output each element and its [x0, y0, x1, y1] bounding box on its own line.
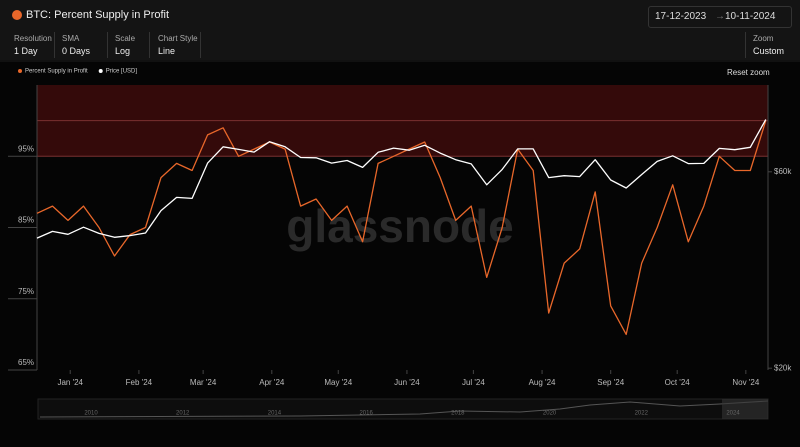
x-tick-label: Jun '24: [394, 378, 420, 387]
x-tick-label: May '24: [324, 378, 352, 387]
control-label: Resolution: [14, 34, 52, 43]
x-tick-label: Nov '24: [732, 378, 759, 387]
zoom-control[interactable]: Zoom Custom: [753, 34, 784, 56]
control[interactable]: SMA 0 Days: [62, 34, 90, 56]
y-tick-label: 85%: [18, 216, 34, 225]
separator: [54, 32, 55, 58]
control-value[interactable]: Log: [115, 46, 131, 56]
control-value[interactable]: 0 Days: [62, 46, 91, 56]
y-tick-label: 95%: [18, 144, 34, 153]
navigator-label: 2020: [543, 411, 557, 417]
control-label: Chart Style: [158, 34, 198, 43]
control[interactable]: Scale Log: [115, 34, 135, 56]
y-tick-label: 65%: [18, 358, 34, 367]
series-line: [36, 120, 767, 336]
control-value[interactable]: 1 Day: [14, 46, 38, 56]
separator: [149, 32, 150, 58]
control-value[interactable]: Line: [158, 46, 176, 56]
y2-tick-label: $20k: [774, 363, 792, 372]
navigator-label: 2012: [176, 411, 190, 417]
legend-swatch: [18, 69, 22, 73]
x-tick-label: Sep '24: [597, 378, 624, 387]
x-tick-label: Jul '24: [462, 378, 485, 387]
x-tick-label: Jan '24: [57, 378, 83, 387]
title: BTC: Percent Supply in Profit: [26, 9, 170, 21]
control[interactable]: Chart Style Line: [158, 34, 198, 56]
x-tick-label: Aug '24: [529, 378, 556, 387]
navigator[interactable]: [37, 398, 769, 420]
date-range[interactable]: 17-12-2023 → 10-11-2024: [648, 6, 792, 28]
legend-label: Price [USD]: [106, 69, 138, 75]
date-arrow: →: [715, 11, 725, 22]
navigator-label: 2010: [84, 411, 98, 417]
control[interactable]: Resolution 1 Day: [14, 34, 52, 56]
navigator-window[interactable]: [722, 399, 768, 419]
control-label: Scale: [115, 34, 136, 43]
separator: [107, 32, 108, 58]
x-tick-label: Feb '24: [126, 378, 153, 387]
y-tick-label: 75%: [18, 287, 34, 296]
x-tick-label: Oct '24: [665, 378, 691, 387]
asset-icon: [12, 10, 22, 20]
control-value[interactable]: Custom: [753, 46, 785, 56]
legend-swatch: [98, 69, 103, 73]
series-line: [36, 119, 767, 239]
control-label: SMA: [62, 34, 80, 43]
legend-label: Percent Supply in Profit: [25, 69, 88, 75]
y2-tick-label: $60k: [774, 167, 792, 176]
navigator-label: 2016: [359, 411, 373, 417]
navigator-label: 2024: [726, 411, 740, 417]
separator: [745, 32, 746, 58]
date-to[interactable]: 10-11-2024: [725, 11, 776, 22]
date-from[interactable]: 17-12-2023: [655, 11, 707, 22]
chart: glassnode Reset zoom 65%75%85%95%$20k$60…: [0, 62, 800, 447]
control-label: Zoom: [753, 34, 774, 43]
navigator-label: 2018: [451, 411, 465, 417]
navigator-label: 2014: [268, 411, 282, 417]
navigator-label: 2022: [635, 411, 649, 417]
separator: [200, 32, 201, 58]
navigator-line: [39, 400, 769, 418]
toolbar: BTC: Percent Supply in Profit 17-12-2023…: [0, 0, 800, 60]
x-tick-label: Apr '24: [259, 378, 285, 387]
reset-zoom[interactable]: Reset zoom: [727, 68, 770, 77]
x-tick-label: Mar '24: [190, 378, 217, 387]
